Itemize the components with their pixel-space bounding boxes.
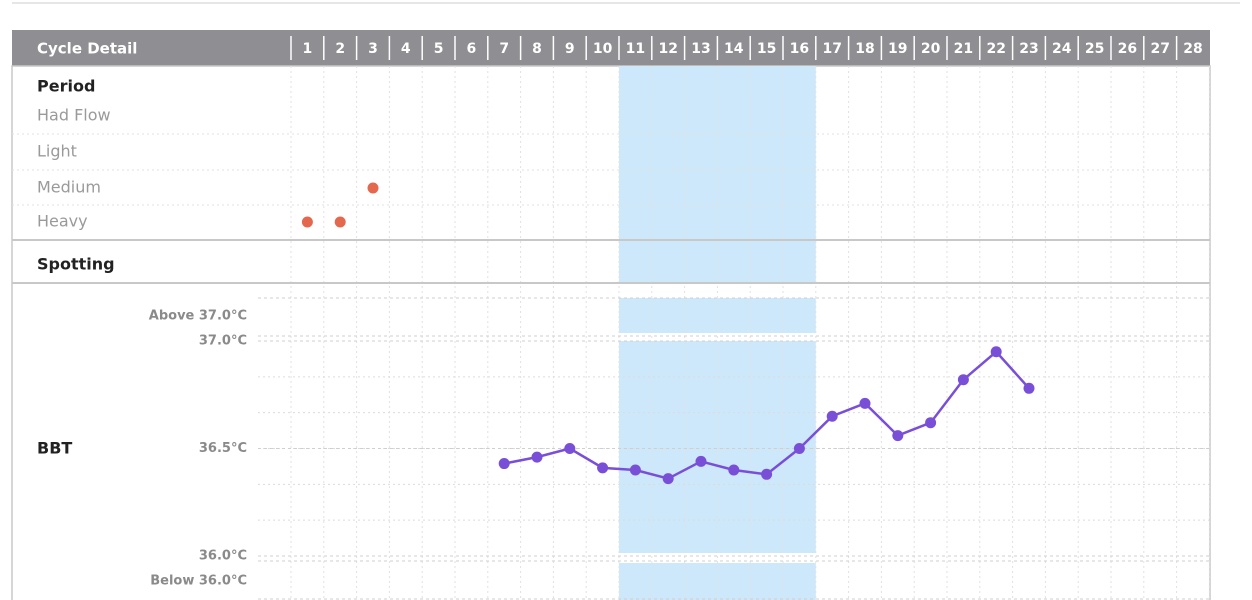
y-tick-label: 37.0°C [199,334,247,349]
y-tick-label: 36.0°C [199,549,247,564]
x-tick-label: 27 [1150,41,1169,57]
bbt-point [597,462,609,474]
bbt-point [990,346,1002,358]
x-tick-label: 3 [368,41,378,57]
bbt-point [498,458,510,470]
x-tick-label: 2 [335,41,345,57]
header-title: Cycle Detail [37,40,137,58]
row-label: Light [37,142,77,161]
x-tick-label: 25 [1085,41,1104,57]
fertile-window [619,66,816,283]
x-tick-label: 8 [532,41,542,57]
x-tick-label: 4 [401,41,411,57]
x-tick-label: 1 [303,41,313,57]
row-label: Medium [37,178,101,197]
x-tick-label: 28 [1183,41,1202,57]
x-tick-label: 23 [1019,41,1038,57]
x-tick-label: 17 [822,41,841,57]
x-tick-label: 12 [658,41,677,57]
bbt-point [564,443,576,454]
row-title: Period [37,77,95,96]
table-frame [11,65,1211,600]
bbt-point [1023,382,1035,394]
row-label: Had Flow [37,106,111,125]
flow-dot [301,216,313,228]
y-tick-label: 36.5°C [199,441,247,456]
bbt-point [531,451,543,463]
x-tick-label: 22 [986,41,1005,57]
x-tick-label: 14 [724,41,744,57]
row-title: BBT [37,439,72,458]
x-tick-label: 24 [1052,41,1072,57]
header-bar [12,30,1210,66]
bbt-point [925,417,937,429]
x-tick-label: 18 [855,41,874,57]
x-tick-label: 15 [757,41,776,57]
band-label: Below 36.0°C [150,574,247,589]
bbt-point [859,397,871,409]
x-tick-label: 5 [434,41,444,57]
x-tick-label: 10 [593,41,613,57]
bbt-point [793,443,805,454]
bbt-point [826,410,838,422]
backgrounds [12,66,1210,600]
x-tick-label: 11 [626,41,645,57]
bbt-point [728,464,740,476]
x-tick-label: 6 [467,41,477,57]
bbt-point [695,455,707,467]
bbt-point [957,374,969,386]
x-tick-label: 20 [921,41,941,57]
bbt-point [629,464,641,476]
row-label: Heavy [37,212,88,231]
row-title: Spotting [37,255,115,274]
flow-dot [334,216,346,228]
flow-dot [367,182,379,194]
band-label: Above 37.0°C [149,309,247,324]
x-tick-label: 9 [565,41,575,57]
x-tick-label: 16 [790,41,809,57]
x-tick-label: 7 [499,41,509,57]
x-tick-label: 13 [691,41,710,57]
x-tick-label: 26 [1118,41,1137,57]
bbt-point [662,473,674,485]
bbt-point [892,430,904,442]
x-tick-label: 21 [954,41,973,57]
x-tick-label: 19 [888,41,907,57]
bbt-point [761,468,773,480]
